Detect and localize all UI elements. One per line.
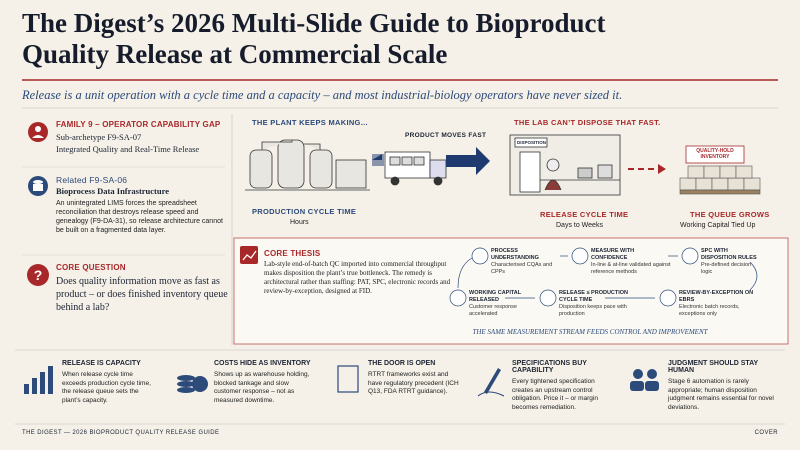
node-heading: RELEASE ≤ PRODUCTION CYCLE TIME	[559, 290, 629, 303]
lab-sign: DISPOSITION	[517, 140, 547, 145]
icon-part	[32, 135, 44, 138]
arrow	[372, 147, 490, 175]
release-value: Days to Weeks	[556, 222, 603, 229]
thesis-footer: THE SAME MEASUREMENT STREAM FEEDS CONTRO…	[472, 328, 708, 336]
card-icons	[24, 365, 659, 397]
hold-label: QUALITY-HOLD INVENTORY	[696, 148, 734, 160]
hold-sign	[685, 145, 745, 164]
cycle-node: RELEASE ≤ PRODUCTION CYCLE TIME Dispositi…	[559, 290, 629, 318]
footer-left: THE DIGEST — 2026 BIOPRODUCT QUALITY REL…	[22, 430, 220, 436]
node-heading: MEASURE WITH CONFIDENCE	[591, 248, 635, 261]
card-text: Stage 6 automation is rarely appropriate…	[668, 378, 774, 411]
card-heading: COSTS HIDE AS INVENTORY	[214, 360, 311, 367]
card: COSTS HIDE AS INVENTORY Shows up as wareh…	[214, 360, 314, 405]
node-text: Disposition keeps pace with production	[559, 304, 627, 317]
node-heading: SPC WITH DISPOSITION RULES	[701, 248, 757, 261]
card: SPECIFICATIONS BUY CAPABILITY Every tight…	[512, 360, 617, 412]
cycle-arrows	[457, 255, 758, 299]
related-name: Bioprocess Data Infrastructure	[56, 186, 170, 196]
card-heading: RELEASE IS CAPACITY	[62, 360, 141, 367]
card: JUDGMENT SHOULD STAY HUMAN Stage 6 automa…	[668, 360, 783, 412]
card: RELEASE IS CAPACITY When release cycle ti…	[62, 360, 157, 405]
tanks	[245, 139, 370, 191]
title: The Digest’s 2026 Multi-Slide Guide to B…	[22, 8, 606, 69]
card-text: When release cycle time exceeds producti…	[62, 371, 151, 404]
question-text: Does quality information move as fast as…	[56, 276, 228, 313]
family-heading: FAMILY 9 – OPERATOR CAPABILITY GAP	[56, 120, 221, 129]
lab-label: THE LAB CAN’T DISPOSE THAT FAST.	[514, 118, 661, 127]
icon-question	[27, 264, 49, 286]
node-heading: PROCESS UNDERSTANDING	[491, 248, 539, 261]
icon-part	[33, 184, 43, 191]
speed-lines	[372, 154, 384, 166]
cycle-node: SPC WITH DISPOSITION RULES Pre-defined de…	[701, 248, 761, 276]
icon-part	[33, 180, 43, 184]
family-line: Sub-archetype F9-SA-07	[56, 132, 142, 142]
related-text: An unintegrated LIMS forces the spreadsh…	[56, 200, 223, 234]
node-text: Pre-defined decision logic	[701, 262, 752, 275]
queue-value: Working Capital Tied Up	[680, 222, 756, 229]
thesis-heading: CORE THESIS	[264, 249, 321, 258]
moves-label: PRODUCT MOVES FAST	[405, 132, 487, 139]
icon-glyph: ?	[34, 267, 43, 283]
boxes	[679, 165, 761, 195]
truck	[384, 151, 447, 186]
thesis-text: Lab-style end-of-batch QC imported into …	[264, 260, 451, 295]
production-value: Hours	[290, 219, 309, 226]
cycle-node: PROCESS UNDERSTANDING Characterised CQAs …	[491, 248, 561, 276]
cycle-node: REVIEW-BY-EXCEPTION ON EBRS Electronic ba…	[679, 290, 754, 318]
cycle-node: WORKING CAPITAL RELEASED Customer respons…	[469, 290, 529, 318]
node-heading: REVIEW-BY-EXCEPTION ON EBRS	[679, 290, 754, 303]
dash-arrow	[628, 164, 666, 174]
card-heading: SPECIFICATIONS BUY CAPABILITY	[512, 360, 587, 374]
card-text: Every tightened specification creates an…	[512, 378, 598, 411]
subtitle: Release is a unit operation with a cycle…	[22, 88, 623, 102]
cycle-icons	[449, 247, 699, 307]
node-heading: WORKING CAPITAL RELEASED	[469, 290, 522, 303]
node-text: Characterised CQAs and CPPs	[491, 262, 553, 275]
card-text: RTRT frameworks exist and have regulator…	[368, 371, 459, 395]
icon-part	[35, 126, 41, 132]
icon-chart	[240, 246, 258, 264]
release-label: RELEASE CYCLE TIME	[540, 210, 629, 219]
question-heading: CORE QUESTION	[56, 263, 126, 272]
node-text: In-line & at-line validated against refe…	[591, 262, 671, 275]
icon-part	[242, 250, 257, 261]
lab	[509, 134, 621, 196]
node-text: Customer response accelerated	[469, 304, 517, 317]
plant-label: THE PLANT KEEPS MAKING...	[252, 118, 368, 127]
card-heading: THE DOOR IS OPEN	[368, 360, 436, 367]
node-text: Electronic batch records, exceptions onl…	[679, 304, 740, 317]
queue-label: THE QUEUE GROWS	[690, 210, 770, 219]
family-line: Integrated Quality and Real-Time Release	[56, 144, 200, 154]
cycle-node: MEASURE WITH CONFIDENCE In-line & at-line…	[591, 248, 671, 276]
card: THE DOOR IS OPEN RTRT frameworks exist an…	[368, 360, 463, 397]
card-heading: JUDGMENT SHOULD STAY HUMAN	[668, 360, 759, 374]
related-heading: Related F9-SA-06	[56, 175, 128, 185]
production-label: PRODUCTION CYCLE TIME	[252, 207, 357, 216]
card-text: Shows up as warehouse holding, blocked t…	[214, 371, 310, 404]
footer-right: COVER	[754, 430, 778, 436]
